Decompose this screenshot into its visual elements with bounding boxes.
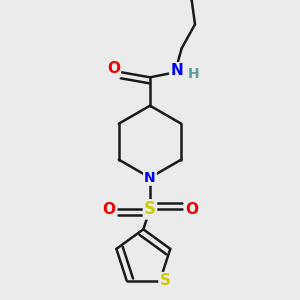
Text: N: N <box>144 171 156 185</box>
Text: O: O <box>185 202 198 217</box>
Text: O: O <box>107 61 120 76</box>
Text: H: H <box>188 67 199 81</box>
Text: S: S <box>160 273 170 288</box>
Text: N: N <box>170 63 183 78</box>
Text: O: O <box>102 202 115 217</box>
Text: S: S <box>144 200 156 218</box>
